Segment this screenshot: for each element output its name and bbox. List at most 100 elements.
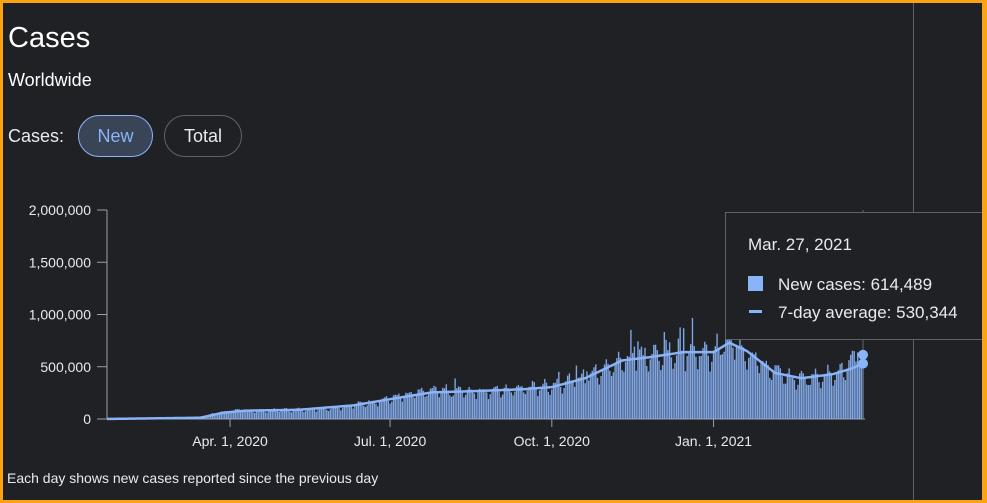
cases-chart[interactable]: 0 500,000 1,000,000 1,500,000 2,000,000 Apr.… [3,3,982,500]
new-cases-bar [566,375,569,419]
new-cases-bar [739,339,741,419]
new-cases-bar [631,353,634,419]
new-cases-bar [751,352,753,419]
new-cases-bar [686,356,688,419]
new-cases-bar [765,360,767,419]
new-cases-bar [572,380,574,419]
new-cases-bar [860,354,862,419]
new-cases-bar [357,401,360,419]
new-cases-bar [554,382,557,419]
new-cases-bar [276,410,279,419]
new-cases-bar [849,354,852,419]
new-cases-bar [552,382,555,419]
new-cases-bar [621,370,623,419]
new-cases-bar [646,365,648,419]
new-cases-bar [813,374,815,419]
new-cases-bar [243,410,245,419]
new-cases-bar [501,394,504,419]
new-cases-bar [681,350,683,419]
new-cases-bar [364,407,367,419]
new-cases-bar [264,412,266,419]
new-cases-bar [668,342,671,419]
new-cases-bar [682,328,685,419]
new-cases-bar [835,373,838,419]
new-cases-bar [672,368,674,419]
new-cases-bar [350,406,353,419]
new-cases-bar [806,384,808,419]
new-cases-bar [464,394,467,419]
new-cases-bar [661,365,664,419]
new-cases-bar [837,370,840,419]
new-cases-bar [232,410,235,419]
new-cases-bar [385,396,388,419]
new-cases-bar [231,412,233,419]
y-axis: 0 500,000 1,000,000 1,500,000 2,000,000 [29,202,92,427]
new-cases-bar [380,399,382,419]
new-cases-bar [700,355,702,419]
new-cases-bar [320,407,323,419]
new-cases-bar [468,386,470,419]
new-cases-bar [334,406,337,419]
x-tick-label: Oct. 1, 2020 [514,433,590,449]
new-cases-bar [371,401,374,419]
new-cases-bar [378,401,381,419]
new-cases-bar [280,410,282,419]
new-cases-bar [507,388,509,419]
new-cases-bar [556,378,558,419]
new-cases-bar [333,407,335,419]
new-cases-bar [477,391,479,419]
new-cases-bar [637,341,639,419]
region-subtitle: Worldwide [8,70,92,90]
new-cases-bar [341,407,344,419]
new-cases-bar [784,383,787,419]
new-cases-bar [503,387,506,419]
new-cases-bar [797,384,799,419]
new-cases-bar [749,355,752,419]
new-cases-bar [537,396,539,419]
new-cases-bar [257,409,259,419]
new-cases-bar [593,367,595,419]
new-cases-bar [718,348,720,419]
new-cases-bar [623,371,625,419]
new-cases-bar [526,390,528,419]
new-cases-bar [304,410,307,419]
new-cases-bar [348,406,351,419]
new-cases-bar [331,406,333,419]
new-cases-bar [255,411,258,419]
new-cases-bar [807,384,810,419]
new-cases-bar [463,397,465,419]
new-cases-bar [723,351,725,419]
new-cases-bar [816,373,818,419]
new-cases-bar [489,394,491,419]
new-cases-bar [660,370,662,419]
new-cases-bar [844,380,847,419]
new-cases-bar [517,385,520,419]
new-cases-bar [575,365,578,419]
new-cases-bar [225,411,228,419]
new-cases-bar [377,406,379,419]
new-cases-bar [617,351,620,419]
new-cases-bar [299,409,302,419]
new-cases-bar [521,386,523,419]
new-cases-bar [605,359,608,419]
new-cases-bar [630,329,632,419]
total-cases-chip[interactable]: Total [164,115,242,157]
new-cases-bar [222,411,224,419]
new-cases-bar [746,369,748,419]
new-cases-bar [712,350,715,419]
new-cases-bar [825,374,827,419]
tooltip-new-cases-row: New cases: 614,489 [748,275,932,295]
new-cases-bar [261,410,263,419]
new-cases-bar [450,396,453,419]
new-cases-bar [433,385,435,419]
new-cases-chip[interactable]: New [78,115,153,157]
new-cases-bar [322,407,324,419]
new-cases-bar [753,354,755,419]
new-cases-bar [466,389,469,419]
new-cases-bar [707,355,709,419]
new-cases-bar [484,391,486,419]
new-cases-bar [644,347,646,419]
new-cases-bars [106,317,864,420]
new-cases-bar [403,396,405,419]
new-cases-bar [329,409,331,419]
